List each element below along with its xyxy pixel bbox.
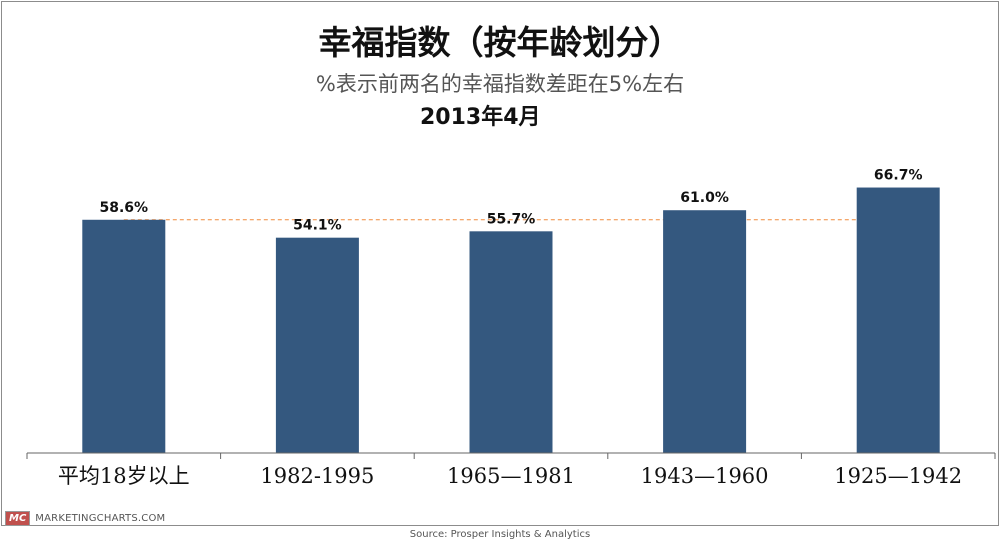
value-label-3: 61.0% [680,190,729,206]
mc-logo: MC [5,511,31,526]
chart-title: 幸福指数（按年龄划分） [318,23,682,62]
x-tick-label-1: 1982-1995 [260,464,374,488]
brand-text: MARKETINGCHARTS.COM [35,513,166,524]
bar-0 [82,219,166,453]
value-label-1: 54.1% [293,218,342,234]
x-tick-label-3: 1943—1960 [641,464,769,488]
bar-4 [856,187,940,453]
x-tick-label-4: 1925—1942 [834,464,962,488]
x-tick-label-2: 1965—1981 [447,464,575,488]
value-label-2: 55.7% [487,211,536,227]
value-label-4: 66.7% [874,168,923,184]
bar-1 [275,237,359,453]
brand: MC MARKETINGCHARTS.COM [5,511,165,526]
chart-date: 2013年4月 [420,105,541,130]
bar-2 [469,231,553,453]
value-label-0: 58.6% [100,200,149,216]
bar-3 [663,210,747,453]
chart-subtitle: %表示前两名的幸福指数差距在5%左右 [315,72,685,96]
x-tick-label-0: 平均18岁以上 [58,464,190,488]
source-text: Source: Prosper Insights & Analytics [409,529,591,540]
